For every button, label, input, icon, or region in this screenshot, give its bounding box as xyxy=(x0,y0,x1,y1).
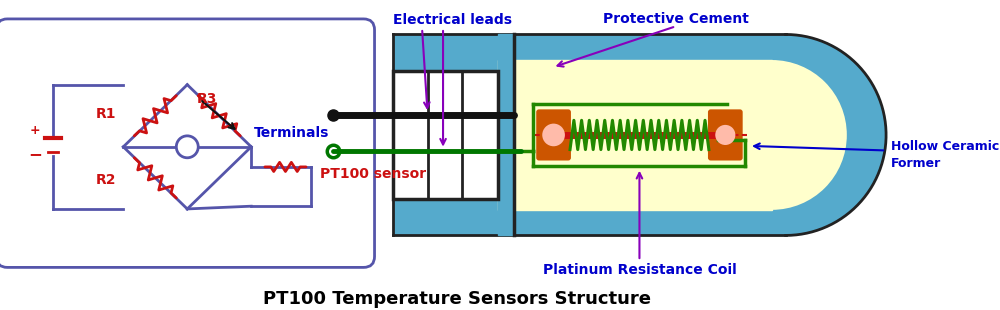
Circle shape xyxy=(176,136,198,158)
Text: +: + xyxy=(29,124,40,137)
Text: Protective Cement: Protective Cement xyxy=(603,11,749,26)
Text: Platinum Resistance Coil: Platinum Resistance Coil xyxy=(543,263,736,277)
FancyBboxPatch shape xyxy=(708,109,743,161)
Circle shape xyxy=(715,125,735,145)
Bar xyxy=(498,34,514,235)
Text: R3: R3 xyxy=(196,92,217,106)
Bar xyxy=(393,71,498,199)
FancyBboxPatch shape xyxy=(536,109,571,161)
Wedge shape xyxy=(786,34,886,235)
Bar xyxy=(498,60,772,210)
Text: −: − xyxy=(28,145,42,163)
Text: Electrical leads: Electrical leads xyxy=(393,13,512,28)
Circle shape xyxy=(542,124,565,146)
Text: Terminals: Terminals xyxy=(253,126,329,140)
Text: R2: R2 xyxy=(96,173,116,187)
FancyBboxPatch shape xyxy=(0,19,375,268)
Wedge shape xyxy=(772,60,847,210)
Text: Hollow Ceramic
Former: Hollow Ceramic Former xyxy=(891,140,999,170)
Bar xyxy=(393,34,786,235)
Text: R1: R1 xyxy=(96,107,116,121)
Text: PT100 Temperature Sensors Structure: PT100 Temperature Sensors Structure xyxy=(263,290,651,308)
Text: PT100 sensor: PT100 sensor xyxy=(320,167,426,181)
